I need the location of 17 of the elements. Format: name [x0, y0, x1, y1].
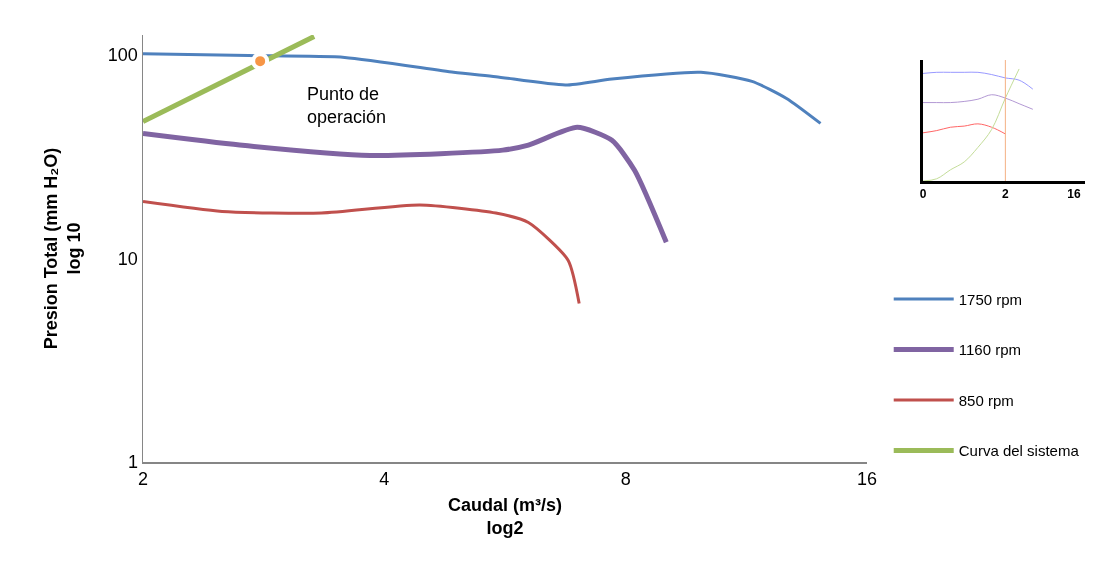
x-tick-label: 0 [919, 187, 927, 202]
x-tick-label: 2 [1002, 187, 1010, 202]
y-tick-label: 10 [117, 248, 138, 269]
annotation: Punto de operación [307, 84, 387, 128]
y-axis-title: Presion Total (mm H₂O) log 10 [40, 147, 85, 350]
legend-label: 1750 rpm [958, 290, 1023, 308]
x-tick-label: 16 [1067, 187, 1082, 202]
legend-label: 850 rpm [958, 391, 1014, 409]
y-tick-label: 1 [127, 452, 138, 473]
x-axis-title: Caudal (m³/s) log2 [447, 494, 563, 539]
y-tick-label: 100 [107, 45, 138, 66]
legend-label: 1160 rpm [958, 341, 1021, 359]
legend-label: Curva del sistema [958, 442, 1080, 460]
x-tick-label: 8 [620, 469, 631, 490]
x-tick-label: 2 [137, 469, 149, 490]
x-tick-label: 16 [856, 469, 878, 490]
x-tick-label: 4 [379, 469, 390, 490]
